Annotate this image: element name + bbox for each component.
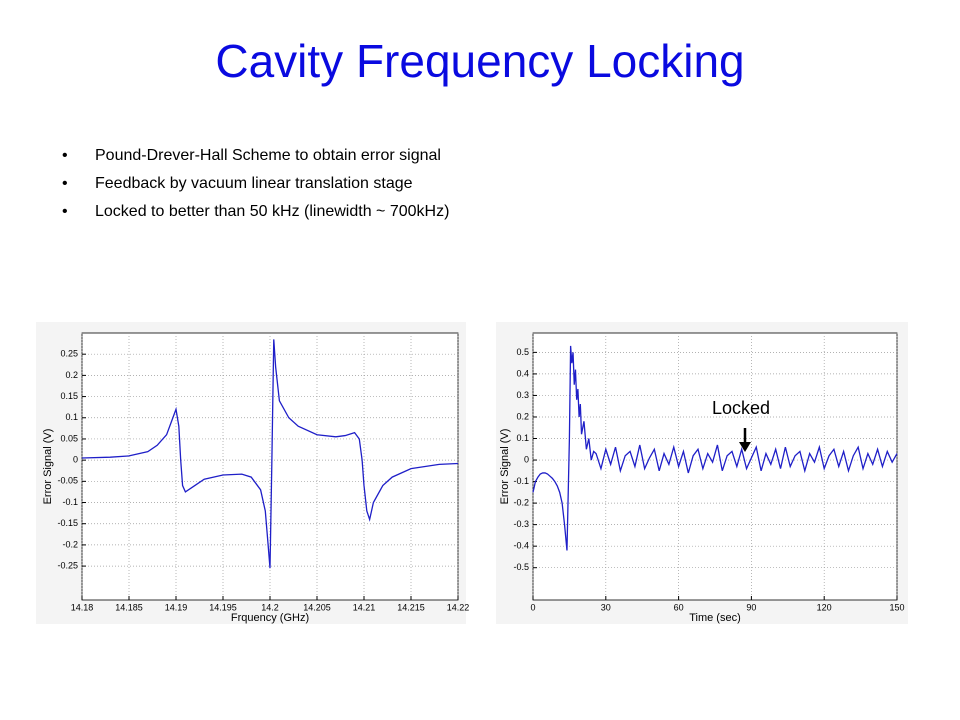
bullet-text: Locked to better than 50 kHz (linewidth … (95, 203, 450, 220)
y-tick-label: 0.4 (516, 368, 529, 378)
x-tick-label: 14.195 (209, 602, 237, 612)
y-tick-label: 0.3 (516, 390, 529, 400)
y-tick-label: -0.1 (513, 476, 529, 486)
x-tick-label: 14.215 (397, 602, 425, 612)
y-tick-label: -0.25 (57, 560, 78, 570)
annotation: Locked (712, 398, 770, 418)
bullet-text: Pound-Drever-Hall Scheme to obtain error… (95, 147, 441, 164)
y-tick-label: 0 (73, 455, 78, 465)
bullet-text: Feedback by vacuum linear translation st… (95, 175, 413, 192)
plot-area (532, 332, 898, 601)
y-tick-label: -0.05 (57, 476, 78, 486)
bullet: • Pound-Drever-Hall Scheme to obtain erro… (62, 147, 441, 164)
x-tick-label: 60 (674, 602, 684, 612)
data-line (532, 345, 898, 551)
x-tick-label: 14.185 (115, 602, 143, 612)
y-axis-label: Error Signal (V) (499, 429, 511, 505)
y-tick-label: 0.5 (516, 347, 529, 357)
y-tick-label: 0.25 (60, 349, 78, 359)
y-tick-label: -0.4 (513, 541, 529, 551)
y-tick-label: -0.2 (513, 497, 529, 507)
bullet: • Feedback by vacuum linear translation s… (62, 175, 413, 192)
bullet-list: • Pound-Drever-Hall Scheme to obtain erro… (62, 142, 449, 226)
x-tick-label: 14.205 (303, 602, 331, 612)
y-tick-label: 0.05 (60, 433, 78, 443)
y-axis-label: Error Signal (V) (42, 429, 54, 505)
y-tick-label: -0.5 (513, 562, 529, 572)
y-tick-label: 0.1 (65, 412, 78, 422)
x-tick-label: 30 (601, 602, 611, 612)
y-tick-label: -0.2 (62, 539, 78, 549)
y-tick-label: -0.15 (57, 518, 78, 528)
x-tick-label: 120 (817, 602, 832, 612)
x-tick-label: 150 (889, 602, 904, 612)
x-tick-label: 14.18 (71, 602, 94, 612)
y-tick-label: 0.15 (60, 391, 78, 401)
slide-title: Cavity Frequency Locking (215, 35, 745, 87)
x-tick-label: 14.2 (261, 602, 279, 612)
y-tick-label: 0.1 (516, 433, 529, 443)
bullet: • Locked to better than 50 kHz (linewidth… (62, 203, 450, 220)
y-tick-label: 0 (524, 454, 529, 464)
y-tick-label: 0.2 (516, 411, 529, 421)
x-tick-label: 14.19 (165, 602, 188, 612)
y-tick-label: -0.1 (62, 497, 78, 507)
y-tick-label: 0.2 (65, 370, 78, 380)
x-tick-label: 0 (530, 602, 535, 612)
x-axis-label: Time (sec) (689, 612, 741, 624)
x-tick-label: 14.21 (353, 602, 376, 612)
y-tick-label: -0.3 (513, 519, 529, 529)
data-line (81, 339, 459, 569)
x-tick-label: 14.22 (447, 602, 470, 612)
x-tick-label: 90 (746, 602, 756, 612)
x-axis-label: Frquency (GHz) (231, 612, 309, 624)
annotation-arrowhead (739, 442, 751, 452)
